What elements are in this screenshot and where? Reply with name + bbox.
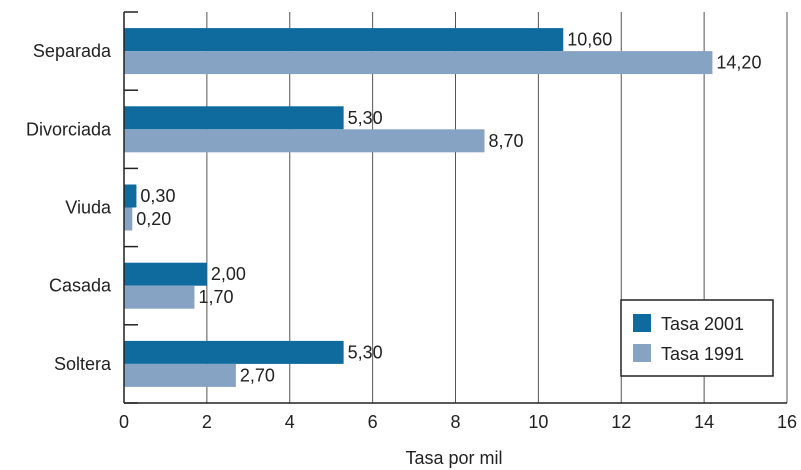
bar-label-divorciada-1991: 8,70 [489, 131, 524, 151]
legend-swatch-1991 [633, 344, 651, 362]
bar-casada-2001 [124, 262, 207, 286]
bar-casada-1991 [124, 285, 195, 309]
bar-viuda-2001 [124, 184, 137, 208]
x-tick-label-16: 16 [777, 412, 797, 432]
x-axis-title: Tasa por mil [405, 448, 502, 468]
category-label-separada: Separada [33, 41, 112, 61]
grid-lines [206, 12, 788, 403]
legend-label-1991: Tasa 1991 [661, 344, 744, 364]
category-label-casada: Casada [49, 276, 112, 296]
bar-separada-1991 [124, 51, 713, 75]
bar-label-soltera-2001: 5,30 [348, 342, 383, 362]
bar-soltera-2001 [124, 340, 344, 364]
category-label-soltera: Soltera [54, 354, 112, 374]
legend: Tasa 2001 Tasa 1991 [620, 299, 774, 377]
bar-label-separada-1991: 14,20 [716, 53, 761, 73]
bars [124, 28, 713, 387]
bar-label-casada-2001: 2,00 [211, 264, 246, 284]
bar-label-separada-2001: 10,60 [567, 30, 612, 50]
x-tick-label-2: 2 [202, 412, 212, 432]
bar-label-divorciada-2001: 5,30 [348, 108, 383, 128]
bar-label-viuda-1991: 0,20 [136, 209, 171, 229]
legend-swatch-2001 [633, 314, 651, 332]
bar-divorciada-1991 [124, 129, 485, 153]
x-tick-label-12: 12 [611, 412, 631, 432]
bar-divorciada-2001 [124, 106, 344, 130]
x-tick-label-10: 10 [528, 412, 548, 432]
axes [123, 11, 787, 404]
x-tick-label-14: 14 [694, 412, 714, 432]
bar-soltera-1991 [124, 363, 236, 387]
x-tick-label-8: 8 [450, 412, 460, 432]
bar-viuda-1991 [124, 207, 133, 231]
bar-label-viuda-2001: 0,30 [140, 186, 175, 206]
bar-separada-2001 [124, 28, 564, 52]
legend-box [620, 299, 774, 377]
category-label-viuda: Viuda [65, 198, 112, 218]
labels: 0 2 4 6 8 10 12 14 16 Separada 10,60 14,20 Divorciad… [26, 30, 797, 432]
bar-label-casada-1991: 1,70 [198, 287, 233, 307]
x-tick-label-0: 0 [119, 412, 129, 432]
x-tick-label-6: 6 [368, 412, 378, 432]
category-label-divorciada: Divorciada [26, 119, 112, 139]
x-tick-label-4: 4 [285, 412, 295, 432]
legend-label-2001: Tasa 2001 [661, 314, 744, 334]
bar-label-soltera-1991: 2,70 [240, 365, 275, 385]
